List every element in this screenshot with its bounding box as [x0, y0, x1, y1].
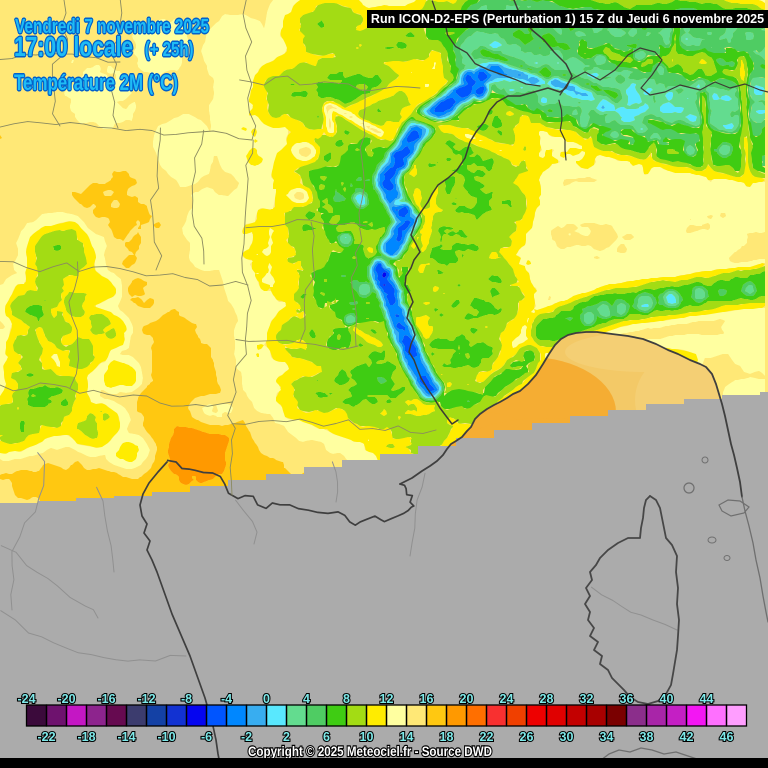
- svg-text:-22: -22: [37, 730, 55, 744]
- svg-text:-14: -14: [117, 730, 135, 744]
- svg-text:18: 18: [440, 730, 454, 744]
- svg-text:34: 34: [600, 730, 614, 744]
- svg-text:-6: -6: [201, 730, 212, 744]
- svg-text:10: 10: [360, 730, 374, 744]
- svg-text:26: 26: [520, 730, 534, 744]
- svg-text:8: 8: [343, 692, 350, 706]
- svg-text:6: 6: [323, 730, 330, 744]
- svg-text:20: 20: [460, 692, 474, 706]
- svg-text:36: 36: [620, 692, 634, 706]
- svg-text:32: 32: [580, 692, 594, 706]
- svg-text:-24: -24: [17, 692, 35, 706]
- svg-text:-8: -8: [181, 692, 192, 706]
- svg-text:Copyright © 2025 Meteociel.fr: Copyright © 2025 Meteociel.fr - Source D…: [248, 743, 492, 759]
- svg-text:-20: -20: [57, 692, 75, 706]
- svg-text:-18: -18: [77, 730, 95, 744]
- svg-text:0: 0: [263, 692, 270, 706]
- svg-text:40: 40: [660, 692, 674, 706]
- svg-text:28: 28: [540, 692, 554, 706]
- svg-text:4: 4: [303, 692, 310, 706]
- svg-text:2: 2: [283, 730, 290, 744]
- svg-text:-2: -2: [241, 730, 252, 744]
- svg-text:12: 12: [380, 692, 394, 706]
- svg-text:-12: -12: [137, 692, 155, 706]
- svg-text:-10: -10: [157, 730, 175, 744]
- svg-text:24: 24: [500, 692, 514, 706]
- svg-text:16: 16: [420, 692, 434, 706]
- svg-text:44: 44: [700, 692, 714, 706]
- svg-text:-4: -4: [221, 692, 232, 706]
- svg-text:-16: -16: [97, 692, 115, 706]
- svg-text:14: 14: [400, 730, 414, 744]
- svg-text:38: 38: [640, 730, 654, 744]
- svg-text:22: 22: [480, 730, 494, 744]
- svg-text:30: 30: [560, 730, 574, 744]
- svg-text:46: 46: [720, 730, 734, 744]
- svg-text:42: 42: [680, 730, 694, 744]
